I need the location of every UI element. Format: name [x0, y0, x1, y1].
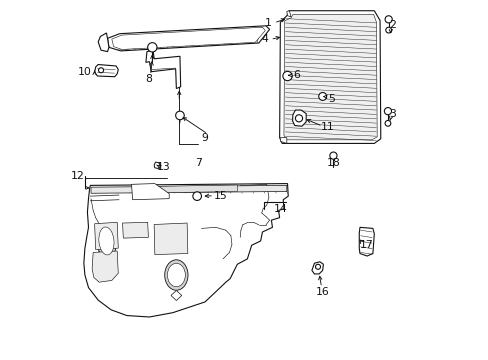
Polygon shape [311, 262, 323, 274]
Polygon shape [131, 184, 169, 200]
Text: 16: 16 [315, 287, 329, 297]
Text: 14: 14 [273, 204, 286, 215]
Circle shape [385, 27, 391, 33]
Text: 6: 6 [292, 70, 299, 80]
Text: 9: 9 [201, 133, 207, 143]
Polygon shape [286, 11, 290, 17]
Circle shape [192, 192, 201, 201]
Polygon shape [94, 222, 118, 249]
Polygon shape [171, 291, 182, 301]
Ellipse shape [164, 260, 187, 290]
Polygon shape [292, 110, 305, 126]
Ellipse shape [99, 227, 114, 255]
Circle shape [175, 111, 184, 120]
Circle shape [384, 121, 390, 126]
Circle shape [315, 264, 320, 269]
Text: 4: 4 [261, 35, 267, 44]
Polygon shape [107, 26, 269, 51]
Polygon shape [112, 27, 265, 49]
Polygon shape [149, 185, 237, 193]
Text: 5: 5 [327, 94, 334, 104]
Polygon shape [122, 222, 148, 238]
Circle shape [295, 115, 302, 122]
Ellipse shape [96, 224, 116, 258]
Circle shape [384, 16, 391, 23]
Circle shape [329, 152, 336, 159]
Text: 12: 12 [71, 171, 84, 181]
Circle shape [384, 108, 391, 115]
Text: 17: 17 [359, 240, 372, 250]
Polygon shape [284, 14, 376, 140]
Circle shape [318, 93, 326, 100]
Text: 2: 2 [388, 20, 395, 30]
Polygon shape [94, 64, 118, 77]
Polygon shape [279, 11, 380, 143]
Polygon shape [154, 223, 187, 255]
Polygon shape [359, 227, 373, 256]
Circle shape [282, 71, 292, 81]
Text: 8: 8 [144, 74, 151, 84]
Polygon shape [91, 185, 286, 193]
Text: 15: 15 [213, 191, 227, 201]
Text: 7: 7 [195, 158, 202, 168]
Text: 13: 13 [157, 162, 170, 172]
Text: 1: 1 [264, 18, 271, 28]
Polygon shape [145, 50, 180, 89]
Text: 3: 3 [388, 109, 395, 119]
Polygon shape [83, 184, 287, 317]
Circle shape [99, 68, 103, 73]
Polygon shape [98, 33, 109, 51]
Polygon shape [92, 251, 118, 282]
Text: 10: 10 [78, 67, 92, 77]
Text: 18: 18 [326, 158, 340, 168]
Ellipse shape [167, 264, 185, 287]
Text: 11: 11 [320, 122, 334, 132]
Polygon shape [280, 138, 286, 143]
Circle shape [147, 42, 157, 52]
Polygon shape [154, 162, 160, 168]
